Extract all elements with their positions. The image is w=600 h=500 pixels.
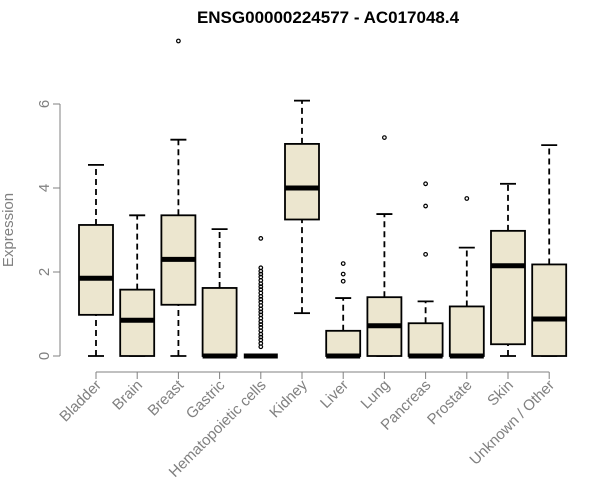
outlier-point (340, 278, 346, 284)
outlier-point (340, 271, 346, 277)
box (78, 224, 114, 316)
x-tick-label: Prostate (424, 377, 476, 429)
outlier-point (175, 38, 181, 44)
box (284, 142, 320, 221)
outlier-point (258, 274, 264, 280)
box (448, 305, 485, 357)
x-tick-label: Kidney (266, 376, 311, 421)
box (325, 329, 362, 357)
outlier-point (258, 265, 264, 271)
outlier-point (258, 271, 264, 277)
outlier-point (258, 325, 264, 330)
box (407, 322, 444, 357)
x-tick-label: Skin (484, 377, 517, 410)
x-tick-label: Breast (145, 376, 188, 419)
outlier-point (464, 196, 470, 201)
outlier-point (258, 337, 264, 343)
y-tick-label: 6 (36, 100, 53, 108)
y-tick-label: 0 (36, 352, 53, 360)
outlier-point (258, 296, 264, 302)
x-tick-label: Lung (358, 377, 394, 413)
outlier-point (258, 312, 264, 318)
outlier-point (423, 203, 429, 209)
outlier-point (382, 135, 387, 141)
box (119, 288, 156, 357)
y-tick-label: 4 (36, 184, 53, 192)
x-tick-label: Bladder (56, 377, 105, 426)
outlier-point (423, 181, 429, 187)
x-tick-label: Brain (109, 377, 146, 414)
outlier-point (258, 287, 264, 293)
box (490, 229, 526, 346)
outlier-point (423, 251, 429, 257)
outlier-point (258, 334, 264, 340)
box (201, 287, 238, 357)
y-tick-label: 2 (36, 268, 53, 276)
x-tick-label: Liver (317, 377, 352, 412)
y-axis-label: Expression (0, 193, 17, 267)
outlier-point (340, 261, 346, 267)
outlier-point (258, 284, 264, 290)
outlier-point (258, 299, 264, 305)
outlier-point (258, 309, 264, 315)
box (531, 263, 568, 357)
outlier-point (258, 235, 264, 241)
chart-title: ENSG00000224577 - AC017048.4 (197, 8, 460, 27)
outlier-point (258, 322, 264, 327)
